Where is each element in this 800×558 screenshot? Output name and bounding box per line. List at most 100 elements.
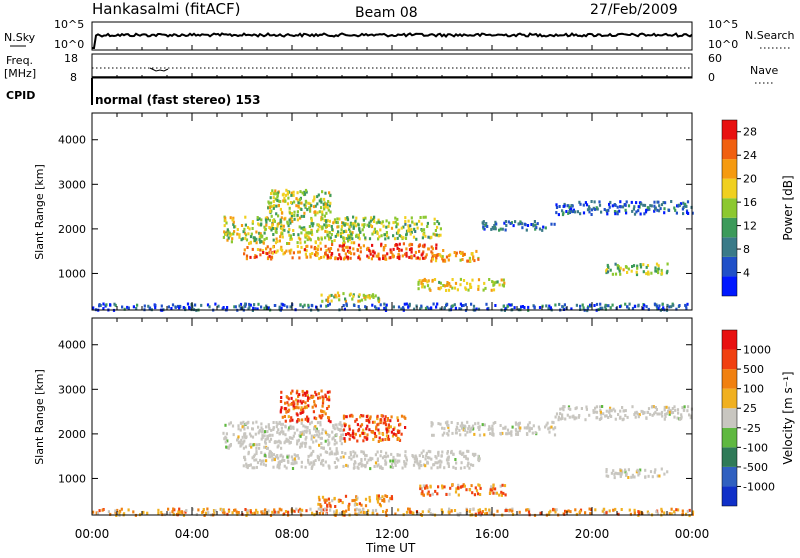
freq-label-1: Freq.: [6, 54, 33, 67]
power-y-tick: 2000: [58, 223, 86, 236]
power-region: [329, 242, 439, 261]
velocity-y-tick: 3000: [58, 383, 86, 396]
nsky-trace: [92, 32, 693, 49]
power-colorbar-tick: 28: [743, 126, 757, 139]
power-colorbar-tick: 16: [743, 196, 757, 209]
power-region: [267, 188, 332, 218]
velocity-colorbar-swatch: [722, 427, 737, 448]
velocity-colorbar-tick: -1000: [743, 480, 775, 493]
velocity-colorbar: 1000 500 100 25 -25 -100 -500 -1000 Velocity [m…: [721, 329, 795, 507]
velocity-colorbar-swatch: [722, 369, 737, 389]
freq-tick-low: 8: [70, 71, 77, 84]
velocity-colorbar-tick: 100: [743, 383, 764, 396]
power-y-tick: 3000: [58, 178, 86, 191]
velocity-colorbar-tick: -25: [743, 422, 761, 435]
cpid-row: CPID normal (fast stereo) 153: [6, 78, 261, 107]
velocity-region: [317, 494, 394, 509]
power-region: [342, 215, 442, 241]
power-y-tick: 1000: [58, 267, 86, 280]
velocity-y-tick: 4000: [58, 339, 86, 352]
power-colorbar-label: Power [dB]: [781, 175, 795, 240]
velocity-region: [430, 420, 557, 437]
velocity-colorbar-swatch: [722, 447, 737, 467]
power-colorbar-tick: 12: [743, 220, 757, 233]
power-region: [243, 244, 332, 261]
nsearch-tick-high: 10^5: [708, 18, 738, 31]
velocity-y-tick: 2000: [58, 428, 86, 441]
power-panel: 1000 2000 3000 4000 Slant Range [km]: [33, 112, 694, 313]
power-region: [555, 200, 694, 217]
velocity-region: [222, 420, 345, 451]
velocity-colorbar-swatch: [722, 466, 737, 487]
time-tick-label: 00:00: [675, 527, 710, 541]
power-colorbar-tick: 20: [743, 173, 757, 186]
velocity-region: [242, 449, 481, 471]
time-tick-label: 12:00: [375, 527, 410, 541]
power-ylabel: Slant Range [km]: [33, 164, 46, 260]
date-title: 27/Feb/2009: [590, 2, 678, 18]
nave-label: Nave: [750, 64, 778, 77]
velocity-region: [554, 405, 693, 422]
power-colorbar-swatch: [722, 276, 737, 296]
power-colorbar-swatch: [722, 198, 737, 218]
velocity-region: [92, 507, 695, 518]
velocity-y-axis: 1000 2000 3000 4000: [58, 339, 692, 485]
velocity-colorbar-tick: -100: [743, 441, 768, 454]
velocity-colorbar-label: Velocity [m s⁻¹]: [781, 371, 795, 464]
nave-tick-low: 0: [708, 71, 715, 84]
velocity-region: [279, 389, 332, 424]
power-region: [430, 249, 480, 263]
power-region: [222, 215, 356, 246]
beam-title: Beam 08: [355, 5, 418, 21]
power-colorbar-swatch: [722, 217, 737, 238]
power-colorbar-swatch: [722, 159, 737, 179]
power-colorbar-tick: 4: [743, 267, 750, 280]
power-colorbar: 4 8 12 16 20 24 28 Power [dB]: [721, 119, 795, 297]
velocity-colorbar-tick: -500: [743, 461, 768, 474]
power-colorbar-swatch: [722, 178, 737, 199]
power-region: [417, 277, 506, 292]
nsky-tick-low: 10^0: [54, 38, 84, 51]
power-region: [320, 291, 381, 304]
velocity-region: [605, 467, 669, 480]
power-y-axis: 1000 2000 3000 4000: [58, 134, 692, 280]
power-colorbar-tick: 24: [743, 149, 757, 162]
nsky-label: N.Sky: [4, 31, 36, 44]
nsearch-tick-low: 10^0: [708, 38, 738, 51]
time-tick-label: 16:00: [475, 527, 510, 541]
velocity-colorbar-tick: 25: [743, 402, 757, 415]
nsky-strip: N.Sky 10^5 10^0 10^5 10^0 N.Search: [4, 18, 795, 51]
velocity-ylabel: Slant Range [km]: [33, 369, 46, 465]
nave-tick-high: 60: [708, 52, 722, 65]
power-colorbar-swatch: [722, 237, 737, 257]
velocity-colorbar-tick: 500: [743, 363, 764, 376]
velocity-colorbar-swatch: [722, 388, 737, 409]
time-tick-label: 08:00: [275, 527, 310, 541]
freq-tick-high: 18: [64, 52, 78, 65]
nsearch-label: N.Search: [745, 29, 795, 42]
velocity-data: [92, 389, 695, 518]
freq-strip: Freq. [MHz] 18 8 60 0 Nave: [4, 52, 778, 84]
time-axis: 00:00 04:00 08:00 12:00 16:00 20:00 00:00: [75, 527, 710, 541]
time-tick-label: 00:00: [75, 527, 110, 541]
power-colorbar-swatch: [722, 256, 737, 277]
power-y-tick: 4000: [58, 134, 86, 147]
power-region: [605, 262, 669, 277]
power-colorbar-swatch: [722, 139, 737, 160]
velocity-colorbar-swatch: [722, 330, 737, 350]
velocity-region: [419, 483, 507, 497]
nsky-tick-high: 10^5: [54, 18, 84, 31]
power-data: [92, 188, 694, 313]
cpid-label: CPID: [6, 89, 35, 102]
power-colorbar-tick: 8: [743, 243, 750, 256]
velocity-colorbar-swatch: [722, 486, 737, 506]
station-title: Hankasalmi (fitACF): [92, 0, 240, 18]
velocity-colorbar-tick: 1000: [743, 344, 771, 357]
velocity-region: [342, 413, 407, 443]
freq-label-2: [MHz]: [4, 67, 36, 80]
time-tick-label: 04:00: [175, 527, 210, 541]
power-region: [481, 220, 556, 232]
cpid-text: normal (fast stereo) 153: [95, 93, 261, 107]
time-tick-label: 20:00: [575, 527, 610, 541]
